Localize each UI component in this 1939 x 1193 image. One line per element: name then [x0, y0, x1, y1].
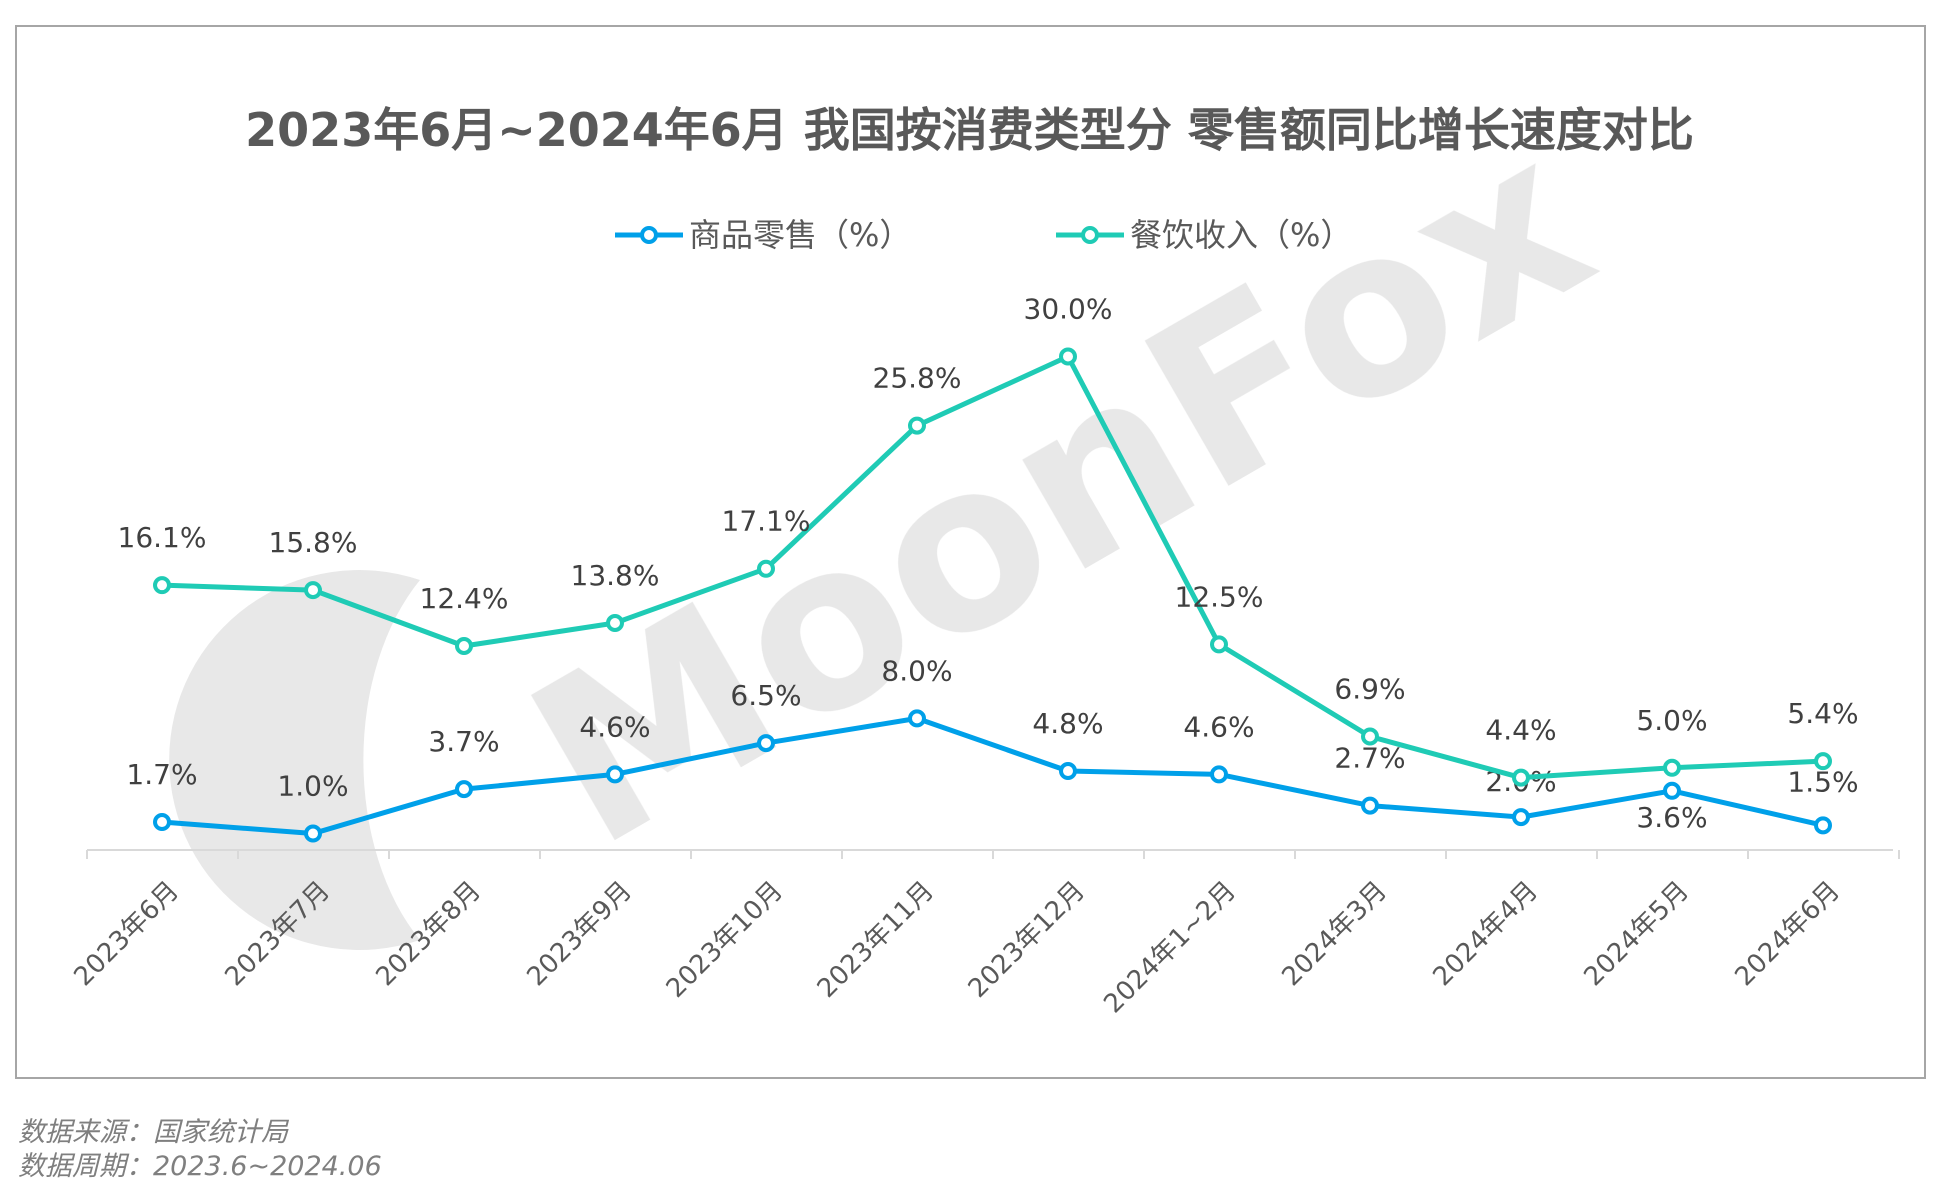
x-tick-label: 2023年10月: [661, 876, 789, 1004]
data-point: [153, 576, 171, 595]
data-label: 5.0%: [1636, 704, 1707, 737]
data-label: 30.0%: [1024, 293, 1113, 326]
x-tick-label: 2024年1~2月: [1098, 876, 1242, 1020]
data-label: 12.4%: [420, 582, 509, 615]
data-label: 1.5%: [1787, 765, 1858, 798]
series-line: [161, 715, 1824, 837]
chart-title: 2023年6月~2024年6月 我国按消费类型分 零售额同比增长速度对比: [245, 103, 1694, 157]
x-tick-label: 2024年3月: [1276, 876, 1392, 992]
data-point: [606, 613, 624, 632]
chart-frame: [15, 25, 1926, 1079]
data-point: [1210, 765, 1228, 784]
data-point: [1059, 762, 1077, 781]
data-label: 4.6%: [579, 710, 650, 743]
data-label: 13.8%: [571, 559, 660, 592]
data-label: 12.5%: [1175, 580, 1264, 613]
series-line: [161, 354, 1824, 781]
data-label: 3.7%: [428, 725, 499, 758]
data-point: [908, 416, 926, 435]
data-point: [1361, 796, 1379, 815]
data-point: [1663, 758, 1681, 777]
x-tick-label: 2023年9月: [521, 876, 637, 992]
data-label: 8.0%: [881, 654, 952, 687]
legend: 商品零售（%） 餐饮收入（%）: [615, 216, 1352, 254]
legend-label: 商品零售（%）: [689, 216, 911, 254]
data-label: 16.1%: [118, 521, 207, 554]
data-point: [1814, 752, 1832, 771]
data-point: [455, 637, 473, 656]
watermark-crescent-icon: [169, 570, 420, 950]
data-label: 4.8%: [1032, 707, 1103, 740]
x-tick-label: 2023年11月: [812, 876, 940, 1004]
x-tick-label: 2024年5月: [1578, 876, 1694, 992]
data-point: [153, 813, 171, 832]
data-label: 5.4%: [1787, 697, 1858, 730]
data-label: 1.7%: [126, 758, 197, 791]
x-tick-label: 2023年12月: [963, 876, 1091, 1004]
data-point: [1512, 768, 1530, 787]
data-point: [1059, 347, 1077, 366]
data-label: 25.8%: [873, 362, 962, 395]
data-point: [1361, 727, 1379, 746]
x-tick-label: 2023年6月: [68, 876, 184, 992]
data-point: [304, 581, 322, 600]
data-point: [1512, 808, 1530, 827]
data-period: 数据周期：2023.6~2024.06: [18, 1151, 382, 1182]
data-point: [1663, 781, 1681, 800]
data-point: [757, 559, 775, 578]
data-point: [606, 765, 624, 784]
data-source: 数据来源：国家统计局: [18, 1117, 288, 1148]
data-label: 2.7%: [1334, 742, 1405, 775]
data-point: [455, 780, 473, 799]
data-label: 6.5%: [730, 679, 801, 712]
legend-marker-icon: [1081, 226, 1099, 244]
legend-label: 餐饮收入（%）: [1130, 216, 1352, 254]
data-label: 6.9%: [1334, 672, 1405, 705]
data-label: 4.6%: [1183, 710, 1254, 743]
data-point: [757, 734, 775, 753]
data-point: [1814, 816, 1832, 835]
x-tick-label: 2024年6月: [1729, 876, 1845, 992]
data-point: [304, 824, 322, 843]
data-label: 17.1%: [722, 505, 811, 538]
data-label: 4.4%: [1485, 714, 1556, 747]
series-1: 16.1% 15.8% 12.4% 13.8% 17.1% 25.8% 30.0% 12.5%…: [118, 293, 1859, 787]
data-label: 3.6%: [1636, 801, 1707, 834]
x-tick-label: 2024年4月: [1427, 876, 1543, 992]
watermark-text: MoonFox: [490, 86, 1631, 899]
data-point: [908, 709, 926, 728]
data-label: 15.8%: [269, 526, 358, 559]
data-label: 1.0%: [277, 770, 348, 803]
series-0: 1.7%1.0%3.7%4.6%6.5%8.0%4.8%4.6%2.7%2.0%…: [126, 654, 1859, 843]
legend-marker-icon: [640, 226, 658, 244]
data-point: [1210, 635, 1228, 654]
